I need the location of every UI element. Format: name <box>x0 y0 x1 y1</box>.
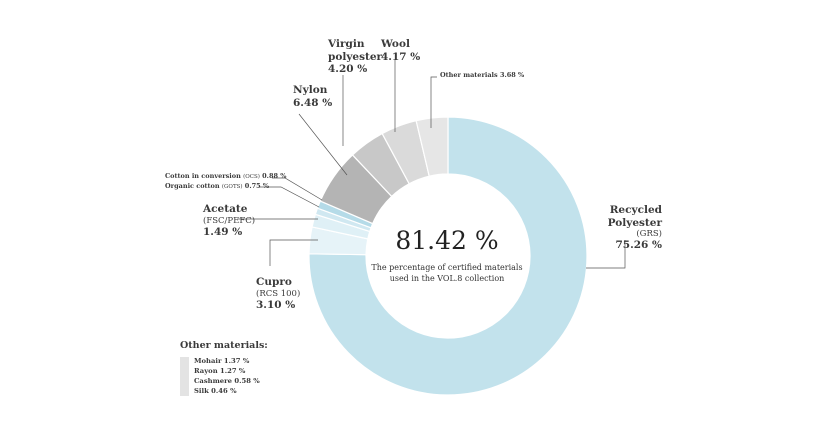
label-other-materials: Other materials 3.68 % <box>440 71 525 79</box>
label-conversion-name: Cotton in conversion <box>165 172 241 180</box>
leader-cupro <box>269 239 318 266</box>
other-item-silk: Silk 0.46 % <box>194 386 237 395</box>
label-nylon: Nylon 6.48 % <box>293 84 332 109</box>
other-item-mohair: Mohair 1.37 % <box>194 357 250 365</box>
label-acetate-sub: (FSC/PEFC) <box>203 215 256 226</box>
center-caption: The percentage of certified materials us… <box>347 262 547 284</box>
slice-other-materials <box>415 116 449 177</box>
leader-lines <box>238 60 626 269</box>
other-materials-box: Other materials: Mohair 1.37 % Rayon 1.2… <box>180 340 268 397</box>
other-item-cashmere: Cashmere 0.58 % <box>194 376 260 385</box>
label-recycled-sub: (GRS) <box>636 229 662 240</box>
label-recycled-line2: Polyester <box>607 216 662 229</box>
label-cotton-conversion: Cotton in conversion (OCS) 0.88 % <box>165 172 287 181</box>
other-item-rayon: Rayon 1.27 % <box>194 366 246 375</box>
label-wool-name: Wool <box>381 38 410 50</box>
label-cupro: Cupro (RCS 100) 3.10 % <box>256 276 300 311</box>
label-acetate-pct: 1.49 % <box>203 225 243 238</box>
leader-other <box>430 76 437 128</box>
center-percentage: 81.42 % <box>395 226 499 255</box>
slice-recycled-polyester <box>308 116 588 396</box>
label-wool: Wool 4.17 % <box>381 38 420 63</box>
label-nylon-name: Nylon <box>293 84 328 96</box>
label-organic-pct: 0.75 % <box>244 182 270 190</box>
label-recycled-polyester: Recycled Polyester (GRS) 75.26 % <box>608 204 662 252</box>
center-caption-line2: used in the VOL.8 collection <box>389 274 505 284</box>
label-cupro-sub: (RCS 100) <box>256 288 301 299</box>
center-caption-line1: The percentage of certified materials <box>371 263 523 272</box>
leader-nylon <box>298 113 348 176</box>
label-acetate-name: Acetate <box>203 203 248 215</box>
label-organic-sub: (GOTS) <box>221 184 243 190</box>
label-cupro-pct: 3.10 % <box>256 298 296 311</box>
leader-recycled <box>586 240 626 269</box>
label-virgin-line2: polyester <box>328 50 383 63</box>
label-wool-pct: 4.17 % <box>381 50 421 63</box>
leader-organic <box>260 186 320 208</box>
label-cupro-name: Cupro <box>256 276 292 288</box>
label-virgin-pct: 4.20 % <box>328 63 368 76</box>
label-virgin-line1: Virgin <box>328 38 365 50</box>
label-recycled-pct: 75.26 % <box>615 239 662 252</box>
other-materials-list: Mohair 1.37 % Rayon 1.27 % Cashmere 0.58… <box>180 357 268 397</box>
label-nylon-pct: 6.48 % <box>293 96 333 109</box>
label-virgin-polyester: Virgin polyester 4.20 % <box>328 38 382 76</box>
donut-slices <box>308 116 588 396</box>
label-conversion-sub: (OCS) <box>243 174 260 180</box>
label-organic-name: Organic cotton <box>165 182 220 190</box>
label-acetate: Acetate (FSC/PEFC) 1.49 % <box>203 203 255 238</box>
leader-conversion <box>272 177 323 201</box>
label-organic-cotton: Organic cotton (GOTS) 0.75 % <box>165 182 270 191</box>
other-materials-title: Other materials: <box>180 340 268 351</box>
label-conversion-pct: 0.88 % <box>262 172 287 180</box>
label-recycled-line1: Recycled <box>609 204 662 216</box>
